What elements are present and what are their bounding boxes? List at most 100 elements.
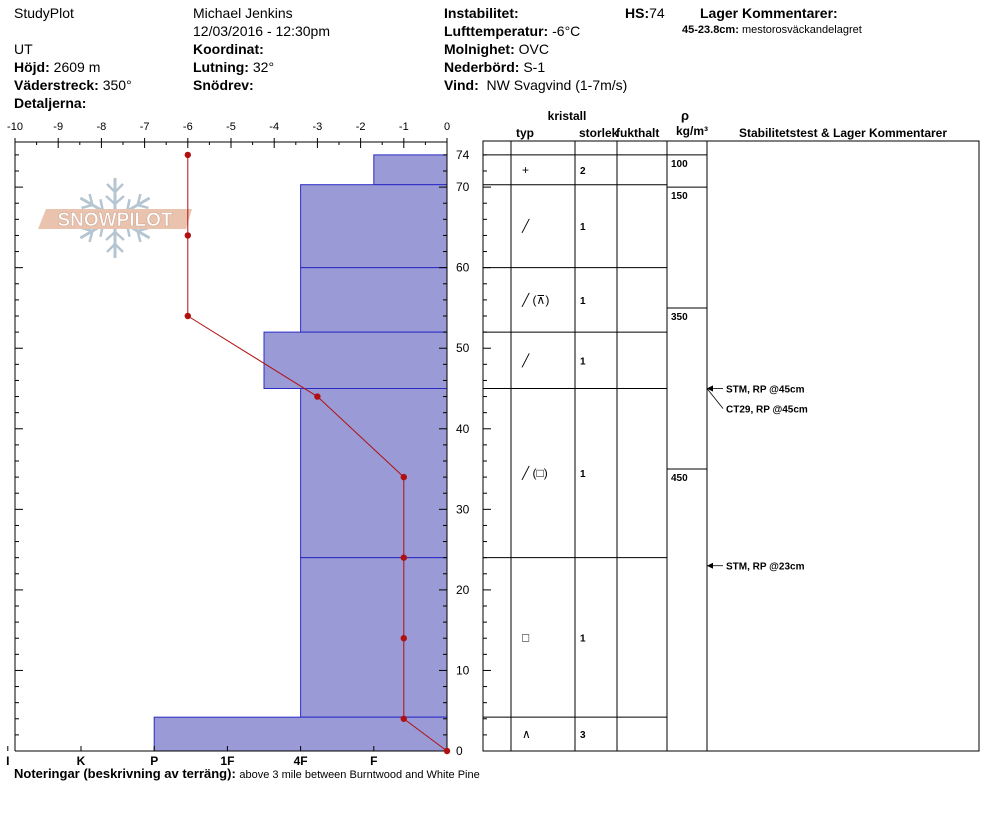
wind-row: Vind: NW Svagvind (1-7m/s): [444, 76, 627, 94]
depth-tick-label: 70: [456, 180, 470, 194]
depth-tick-label: 40: [456, 422, 470, 436]
depth-top-label: 74: [456, 148, 470, 162]
hardness-tick-label: F: [370, 754, 377, 768]
density-value: 150: [671, 191, 688, 202]
layer-grain-size: 1: [580, 633, 586, 644]
notes-text: above 3 mile between Burntwood and White…: [239, 769, 480, 781]
hs-row: HS:74: [625, 4, 665, 22]
hardness-layers: [153, 154, 448, 752]
stability-arrowhead: [707, 385, 713, 392]
layer-grain-size: 1: [580, 296, 586, 307]
hardness-bar-0: [373, 154, 448, 186]
air-temp-label: Lufttemperatur:: [444, 23, 549, 39]
stability-test-label: CT29, RP @45cm: [726, 405, 808, 416]
depth-tick-label: 0: [456, 744, 463, 758]
slope-value: 32°: [252, 59, 275, 75]
density-value: 450: [671, 473, 688, 484]
aspect-value: 350°: [102, 77, 132, 93]
temp-tick-label: -9: [53, 121, 63, 133]
layer-comments-label: Lager Kommentarer:: [700, 5, 838, 21]
layer-grain-size: 1: [580, 469, 586, 480]
hardness-tick-label: 1F: [220, 754, 234, 768]
col-density-symbol: ρ: [681, 108, 689, 123]
stability-arrowhead: [707, 562, 713, 569]
hardness-bar-5: [300, 557, 448, 718]
temperature-point: [184, 312, 191, 320]
sky-value: OVC: [518, 41, 549, 57]
notes-label: Noteringar (beskrivning av terräng):: [14, 766, 236, 781]
precip-label: Nederbörd:: [444, 59, 520, 75]
layer-grain-type: ╱ (□): [521, 465, 548, 480]
temp-tick-label: 0: [444, 121, 450, 133]
elevation-value: 2609 m: [53, 59, 101, 75]
depth-tick-label: 20: [456, 583, 470, 597]
details-label: Detaljerna:: [14, 95, 87, 111]
hardness-bar-6: [153, 716, 448, 752]
elevation-row: Höjd: 2609 m: [14, 58, 100, 76]
stability-test-label: STM, RP @45cm: [726, 385, 805, 396]
layer-grain-size: 3: [580, 730, 586, 741]
app-name: StudyPlot: [14, 5, 74, 21]
hardness-bar-3: [263, 331, 448, 390]
temp-tick-label: -6: [183, 121, 193, 133]
density-value: 100: [671, 159, 688, 170]
layer-grain-type: ╱ (⊼): [521, 292, 549, 307]
hardness-bar-2: [300, 267, 448, 333]
instability-label: Instabilitet:: [444, 5, 519, 21]
col-crystal-label: kristall: [548, 109, 587, 123]
hardness-tick-label: P: [150, 754, 158, 768]
depth-tick-label: 50: [456, 341, 470, 355]
col-density-unit: kg/m³: [676, 124, 708, 138]
layer-grain-size: 1: [580, 222, 586, 233]
precip-value: S-1: [523, 59, 546, 75]
hs-label: HS:: [625, 5, 650, 21]
layer-grain-type: ∧: [522, 727, 531, 741]
col-moisture-label: fukthalt: [616, 126, 659, 140]
left-axes: -10 -9 -8 -7 -6 -5 -4 -3 -2 -1 001020304050607074I…: [6, 121, 491, 768]
datetime: 12/03/2016 - 12:30pm: [193, 23, 330, 39]
hardness-tick-label: K: [77, 754, 86, 768]
temp-tick-label: -8: [97, 121, 107, 133]
hardness-bar-1: [300, 184, 448, 269]
coordinate-label: Koordinat:: [193, 41, 264, 57]
aspect-row: Väderstreck: 350°: [14, 76, 132, 94]
temperature-point: [184, 151, 191, 159]
temperature-point: [400, 473, 407, 481]
sky-label: Molnighet:: [444, 41, 515, 57]
wind-value: NW Svagvind (1-7m/s): [486, 77, 628, 93]
depth-tick-label: 30: [456, 502, 470, 516]
wind-loading-label: Snödrev:: [193, 77, 254, 93]
layer-comment-range: 45-23.8cm:: [682, 24, 739, 36]
temp-tick-label: -3: [313, 121, 323, 133]
temperature-point: [400, 635, 407, 642]
layer-grain-type: ╱: [521, 218, 530, 233]
sky-row: Molnighet: OVC: [444, 40, 549, 58]
temperature-point: [314, 393, 321, 400]
wind-label: Vind:: [444, 77, 479, 93]
temperature-point: [184, 232, 191, 239]
layer-grain-size: 1: [580, 356, 586, 367]
observer: Michael Jenkins: [193, 5, 293, 21]
snowpilot-logo: SNOWPILOT: [38, 176, 192, 260]
layer-grain-type: +: [522, 163, 529, 177]
temp-tick-label: -10: [7, 121, 23, 133]
temp-tick-label: -7: [140, 121, 150, 133]
notes-row: Noteringar (beskrivning av terräng): abo…: [14, 766, 480, 781]
slope-row: Lutning: 32°: [193, 58, 274, 76]
air-temp-row: Lufttemperatur: -6°C: [444, 22, 580, 40]
temperature-point: [400, 715, 407, 722]
col-stability-label: Stabilitetstest & Lager Kommentarer: [739, 126, 947, 140]
layer-comment: 45-23.8cm: mestorosväckandelagret: [682, 24, 862, 36]
temp-tick-label: -2: [356, 121, 366, 133]
logo-text: SNOWPILOT: [57, 210, 172, 231]
temperature-point: [400, 554, 407, 561]
hs-value: 74: [649, 5, 665, 21]
col-type-label: typ: [516, 126, 534, 140]
temp-tick-label: -5: [226, 121, 236, 133]
precip-row: Nederbörd: S-1: [444, 58, 545, 76]
stability-arrow: [706, 388, 724, 409]
air-temp-value: -6°C: [552, 23, 581, 39]
aspect-label: Väderstreck:: [14, 77, 99, 93]
depth-tick-label: 10: [456, 663, 470, 677]
density-value: 350: [671, 312, 688, 323]
